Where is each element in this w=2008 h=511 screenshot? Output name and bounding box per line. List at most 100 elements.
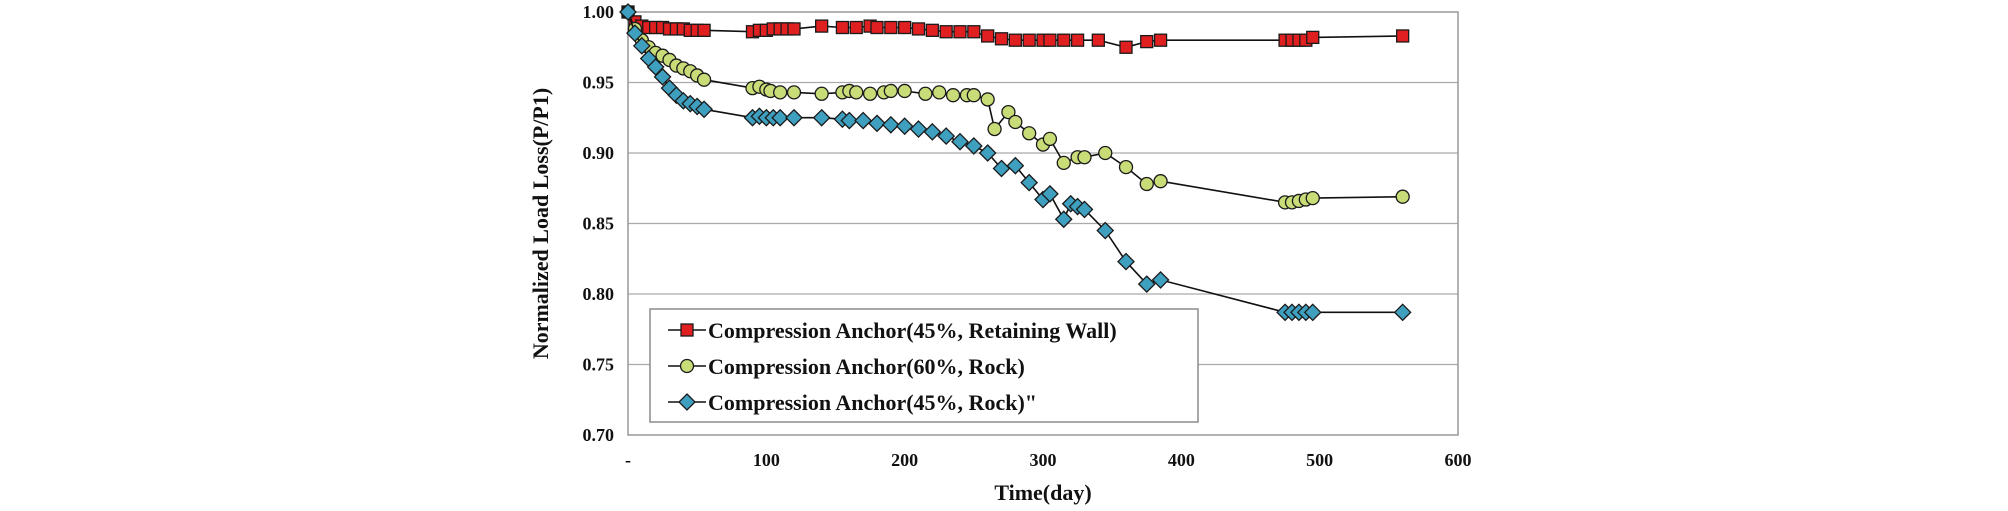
y-tick-label: 0.75 [583,355,615,375]
diamond-marker [1006,156,1025,175]
diamond-marker [1020,173,1039,192]
diamond-marker [1075,200,1094,219]
diamond-marker [1151,270,1170,289]
legend-item: Compression Anchor(45%, Rock)" [668,390,1037,415]
diamond-marker [1054,210,1073,229]
series-rock-45 [619,3,1412,322]
y-tick-label: 0.85 [583,214,615,234]
diamond-marker [1393,303,1412,322]
x-tick-label: - [625,450,631,470]
circle-marker [966,88,981,103]
legend-box [649,308,1199,423]
diamond-marker [695,100,714,119]
diamond-marker [1117,252,1135,271]
circle-marker [1395,189,1410,204]
circle-marker [897,83,912,99]
diamond-marker [909,120,928,138]
circle-marker [862,86,878,101]
legend: Compression Anchor(45%, Retaining Wall) C… [649,308,1199,423]
x-tick-label: 500 [1306,450,1333,470]
y-tick-label: 0.90 [583,143,615,163]
square-marker [1119,40,1133,54]
square-marker [1306,30,1320,45]
circle-marker [1008,114,1023,130]
circle-marker [1022,126,1037,141]
y-tick-label: 0.80 [583,284,615,304]
diamond-marker [1040,184,1059,203]
legend-item: Compression Anchor(60%, Rock) [668,354,1025,379]
series-layer [619,3,1412,322]
x-tick-label: 300 [1030,450,1057,470]
legend-circle-marker [679,358,695,374]
circle-marker [918,86,933,101]
square-marker [1022,33,1036,47]
square-marker [849,20,863,35]
x-axis-title: Time(day) [994,480,1091,505]
square-marker [884,20,898,35]
square-marker [1396,29,1410,43]
square-marker [835,20,850,35]
circle-marker [883,83,898,99]
square-marker [981,29,995,43]
legend-items: Compression Anchor(45%, Retaining Wall) C… [668,318,1117,415]
diamond-marker [1303,303,1322,322]
circle-marker [814,86,829,101]
square-marker [898,20,912,35]
legend-label: Compression Anchor(60%, Rock) [708,354,1025,379]
diamond-marker [951,132,969,151]
plot-area-border [627,11,1459,436]
diamond-marker [812,108,831,127]
legend-label: Compression Anchor(45%, Retaining Wall) [708,318,1117,343]
y-tick-label: 0.95 [583,73,615,93]
diamond-marker [840,111,859,130]
circle-marker [1118,159,1134,175]
square-marker [815,19,829,33]
square-marker [870,20,884,35]
x-tick-label: 400 [1168,450,1195,470]
diamond-marker [1137,275,1156,294]
circle-marker [1153,174,1168,189]
square-marker [1057,33,1071,47]
circle-marker [1098,145,1113,161]
square-marker [1153,33,1168,47]
diamond-marker [895,117,914,136]
legend-diamond-marker [678,393,696,411]
square-marker [1070,33,1085,47]
axis-ticks: 0.70 0.75 0.80 0.85 0.90 0.95 1.00 - 100 200 300 40… [583,2,1472,470]
square-marker [953,25,967,39]
x-tick-label: 600 [1445,450,1472,470]
diamond-marker [785,108,803,127]
series-rock-60 [620,4,1410,210]
y-tick-label: 1.00 [583,2,615,22]
square-marker [967,25,981,39]
x-tick-label: 100 [753,450,780,470]
legend-square-marker [680,323,694,337]
square-marker [1043,33,1057,47]
circle-marker [773,85,788,100]
diamond-marker [625,24,644,43]
diamond-marker [653,67,672,86]
x-tick-label: 200 [891,450,918,470]
legend-label: Compression Anchor(45%, Rock)" [708,390,1037,415]
diamond-marker [854,111,873,130]
diamond-marker [881,115,900,134]
square-marker [697,23,711,37]
circle-marker [945,88,961,103]
circle-marker [696,72,712,87]
diamond-marker [937,127,956,145]
diamond-marker [619,3,637,21]
circle-marker [1042,131,1058,147]
diamond-marker [632,36,651,55]
circle-marker [849,85,864,100]
circle-marker [932,85,947,100]
circle-marker [980,92,995,107]
y-axis-title: Normalized Load Loss(P/P1) [528,88,553,359]
square-marker [994,32,1009,46]
square-marker [925,23,939,37]
diamond-marker [978,144,997,162]
square-marker [911,22,926,36]
diamond-marker [1096,221,1115,240]
diamond-marker [923,122,942,141]
